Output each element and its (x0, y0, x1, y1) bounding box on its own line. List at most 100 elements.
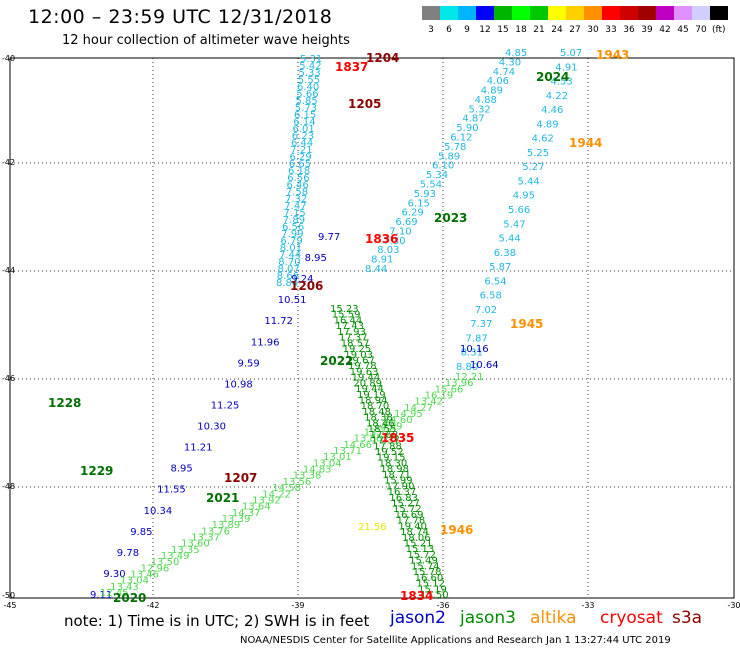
pass-time-label: 1206 (290, 279, 323, 293)
wave-height-value: 6.46 (287, 180, 309, 191)
wave-height-value: 5.73 (295, 103, 317, 114)
wave-height-value: 13.50 (151, 557, 180, 568)
wave-height-value: 5.32 (469, 104, 491, 115)
pass-time-label: 1834 (400, 589, 433, 603)
wave-height-value: 13.04 (120, 576, 149, 587)
pass-time-label: 2021 (206, 491, 239, 505)
wave-height-value: 6.15 (408, 198, 430, 209)
wave-height-value: 13.96 (445, 378, 474, 389)
wave-height-value: 13.43 (110, 582, 139, 593)
wave-height-value: 10.34 (144, 506, 173, 517)
colorbar-swatch (476, 6, 494, 20)
wave-height-value: 4.88 (475, 95, 497, 106)
wave-height-value: 19.67 (346, 356, 375, 367)
wave-height-value: 13.71 (333, 446, 362, 457)
wave-height-value: 18.74 (400, 527, 429, 538)
wave-height-value: 5.66 (296, 89, 318, 100)
map-subtitle: 12 hour collection of altimeter wave hei… (62, 33, 350, 48)
colorbar-tick-label: 30 (587, 25, 599, 35)
colorbar-tick-label: 21 (533, 25, 544, 35)
wave-height-value: 8.70 (278, 257, 300, 268)
wave-height-value: 18.30 (379, 458, 408, 469)
wave-height-value: 10.30 (197, 422, 226, 433)
wave-height-value: 14.60 (384, 415, 413, 426)
wave-height-value: 19.63 (350, 367, 379, 378)
colorbar-tick-label: 42 (659, 25, 670, 35)
wave-height-value: 8.07 (278, 264, 300, 275)
wave-height-value: 4.74 (493, 67, 515, 78)
pass-time-label: 1943 (596, 48, 629, 62)
latitude-label: -42 (2, 158, 15, 167)
wave-height-value: 13.89 (212, 520, 241, 531)
wave-height-value: 8.91 (371, 255, 393, 266)
wave-height-value: 6.12 (450, 133, 472, 144)
satellite-legend-jason3: jason3 (460, 608, 516, 628)
wave-height-value: 8.44 (365, 264, 387, 275)
wave-height-value: 13.60 (181, 539, 210, 550)
wave-height-value: 9.24 (291, 274, 313, 285)
satellite-legend-jason2: jason2 (390, 608, 446, 628)
wave-height-value: 6.29 (402, 208, 424, 219)
pass-time-label: 1946 (440, 523, 473, 537)
wave-height-value: 14.22 (262, 489, 291, 500)
pass-time-label: 1207 (224, 471, 257, 485)
latitude-label: -40 (2, 54, 15, 63)
colorbar-tick-label: (ft) (712, 25, 726, 35)
wave-height-value: 13.56 (283, 477, 312, 488)
colorbar-tick-label: 39 (641, 25, 653, 35)
wave-height-value: 8.66 (277, 271, 299, 282)
wave-height-value: 13.86 (354, 434, 383, 445)
colorbar-tick-label: 27 (569, 25, 580, 35)
longitude-label: -30 (727, 601, 740, 610)
wave-height-value: 18.70 (361, 401, 390, 412)
colorbar-swatch (710, 6, 728, 20)
pass-time-label: 1945 (510, 317, 543, 331)
pass-time-label: 2024 (536, 70, 569, 84)
wave-height-value: 4.06 (487, 76, 509, 87)
wave-height-value: 8.03 (377, 245, 399, 256)
wave-height-value: 5.07 (560, 48, 582, 59)
colorbar-tick-label: 70 (695, 25, 707, 35)
wave-height-value: 13.64 (242, 502, 271, 513)
pass-time-label: 1944 (569, 136, 602, 150)
wave-height-value: 4.62 (532, 134, 554, 145)
wave-height-value: 13.39 (222, 514, 251, 525)
wave-height-value: 6.56 (287, 173, 309, 184)
wave-height-value: 13.46 (130, 570, 159, 581)
wave-height-value: 19.15 (377, 453, 406, 464)
colorbar-swatch (566, 6, 584, 20)
wave-height-value: 8.01 (280, 243, 302, 254)
wave-height-value: 19.52 (375, 447, 404, 458)
wave-height-value: 5.42 (299, 61, 321, 72)
wave-height-value: 6.54 (484, 276, 506, 287)
wave-height-value: 13.01 (323, 452, 352, 463)
longitude-label: -39 (291, 601, 304, 610)
wave-height-value: 4.46 (541, 105, 563, 116)
colorbar-tick-label: 12 (479, 25, 490, 35)
wave-height-value: 15.72 (407, 550, 436, 561)
wave-height-value: 18.06 (402, 533, 431, 544)
satellite-legend-altika: altika (530, 608, 577, 628)
wave-height-value: 18.55 (368, 424, 397, 435)
wave-height-value: 15.59 (332, 310, 361, 321)
colorbar-swatch (602, 6, 620, 20)
wave-height-value: 7.37 (470, 319, 492, 330)
wave-height-value: 4.87 (462, 114, 484, 125)
wave-height-value: 12.21 (455, 372, 484, 383)
colorbar-swatch (584, 6, 602, 20)
pass-time-label: 1205 (348, 97, 381, 111)
wave-height-value: 6.01 (293, 124, 315, 135)
map-frame (9, 57, 735, 599)
wave-height-value: 4.91 (555, 62, 577, 73)
wave-height-value: 18.48 (362, 407, 391, 418)
wave-height-value: 14.66 (343, 440, 372, 451)
wave-height-value: 17.90 (386, 481, 415, 492)
wave-height-value: 19.25 (343, 344, 372, 355)
wave-height-value: 10.16 (460, 344, 489, 355)
colorbar-tick-label: 18 (515, 25, 527, 35)
wave-height-value: 6.23 (292, 131, 314, 142)
wave-height-value: 19.44 (355, 384, 384, 395)
wave-height-value: 15.99 (384, 476, 413, 487)
latitude-label: -44 (2, 266, 15, 275)
wave-height-value: 9.11 (90, 590, 112, 601)
